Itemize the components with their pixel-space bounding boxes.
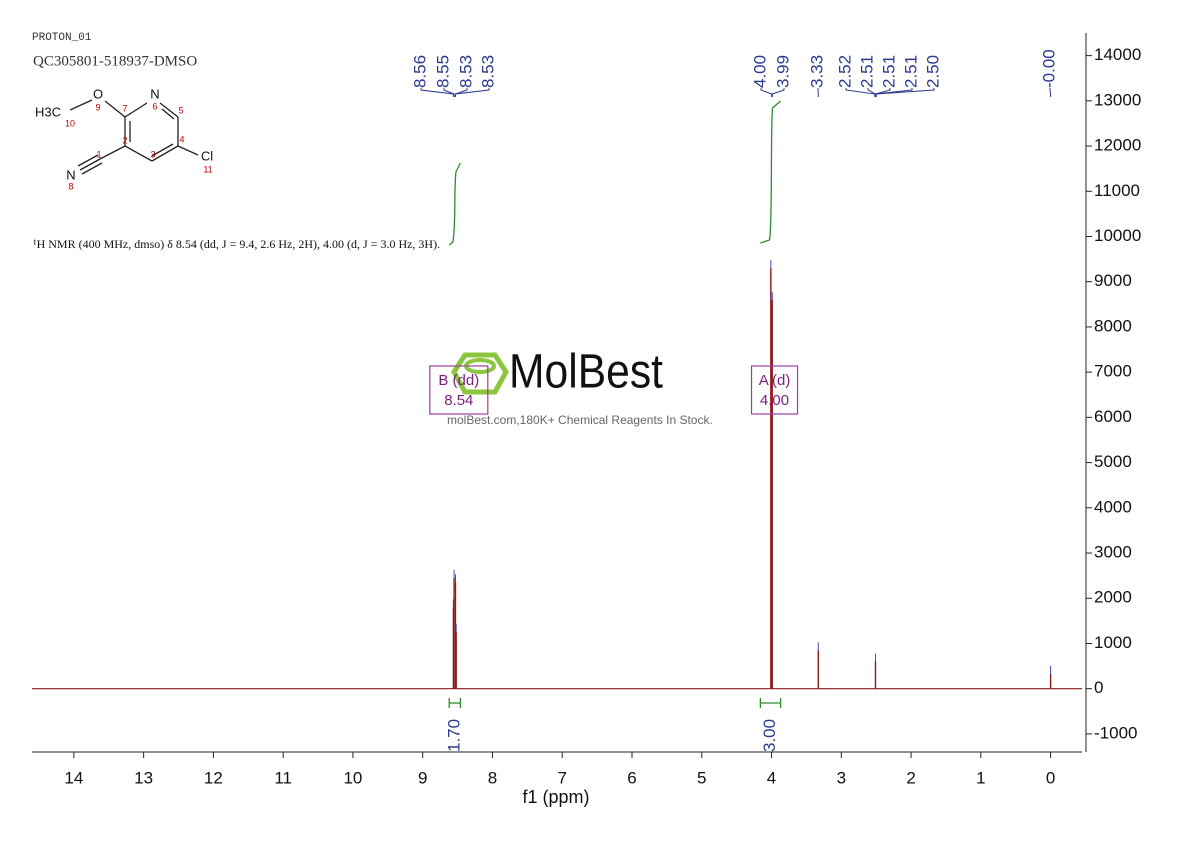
multiplet-box: [750, 365, 799, 415]
peak-label: 8.55: [433, 55, 452, 88]
peak-label: 8.56: [410, 55, 429, 88]
peak-label: -0.00: [1039, 49, 1058, 88]
peak-label-connector: [760, 88, 773, 97]
y-tick-label: 9000: [1094, 271, 1132, 290]
atom-number: 10: [65, 118, 75, 128]
peak-label: 3.99: [773, 55, 792, 88]
x-tick-label: 5: [697, 768, 706, 787]
y-tick-label: 0: [1094, 678, 1103, 697]
atom-number: 7: [122, 103, 127, 113]
atom-number: 2: [122, 135, 127, 145]
y-tick-label: 12000: [1094, 136, 1141, 155]
y-tick-label: 1000: [1094, 633, 1132, 652]
multiplet-name: A (d): [759, 372, 791, 389]
peak-label: 2.52: [835, 55, 854, 88]
integral-curve: [448, 162, 461, 246]
peak-label-connector: [874, 88, 913, 97]
atom-number: 9: [95, 102, 100, 112]
peak-label-connector: [420, 88, 454, 97]
atom-label: N: [150, 86, 159, 101]
atom-number: 4: [179, 134, 184, 144]
atom-number: 11: [203, 164, 212, 174]
x-tick-label: 6: [627, 768, 636, 787]
peak-label-connector: [1049, 88, 1052, 97]
structure-bonds: [69, 99, 199, 175]
y-tick-label: 14000: [1094, 45, 1141, 64]
x-axis-label: f1 (ppm): [522, 787, 589, 807]
integral-curve: [760, 100, 782, 244]
atom-number: 1: [96, 149, 101, 159]
peak-label: 2.51: [879, 55, 898, 88]
x-tick-label: 0: [1046, 768, 1055, 787]
y-tick-label: 6000: [1094, 407, 1132, 426]
atom-number: 3: [150, 149, 155, 159]
multiplet-box: [429, 365, 489, 415]
peak-label-connector: [454, 88, 490, 97]
sample-name: QC305801-518937-DMSO: [33, 53, 197, 69]
x-tick-label: 4: [767, 768, 776, 787]
watermark: MolBest molBest.com,180K+ Chemical Reage…: [447, 346, 713, 428]
atom-label: H3C: [35, 104, 61, 119]
y-tick-label: 7000: [1094, 362, 1132, 381]
peak-label-connector: [443, 88, 455, 97]
x-tick-label: 9: [418, 768, 427, 787]
logo-text: MolBest: [509, 346, 663, 399]
peak-label-connector: [875, 88, 935, 97]
peak-label-connector: [771, 88, 785, 97]
multiplet-shift: 4.00: [760, 392, 789, 409]
y-tick-label: 3000: [1094, 543, 1132, 562]
atom-label: N: [66, 167, 75, 182]
y-tick-label: 8000: [1094, 316, 1132, 335]
peak-label-connector: [845, 88, 876, 97]
y-tick-label: 13000: [1094, 90, 1141, 109]
x-tick-label: 2: [906, 768, 915, 787]
peak-label: 2.51: [857, 55, 876, 88]
peak-label: 2.51: [901, 55, 920, 88]
x-tick-label: 14: [64, 768, 83, 787]
atom-label: Cl: [201, 148, 213, 163]
atom-number: 6: [152, 101, 157, 111]
x-tick-label: 11: [274, 768, 292, 787]
y-tick-label: 2000: [1094, 588, 1132, 607]
integral-label: 1.70: [444, 719, 463, 752]
nmr-description: ¹H NMR (400 MHz, dmso) δ 8.54 (dd, J = 9…: [33, 237, 440, 251]
atom-number: 8: [68, 181, 73, 191]
multiplet-shift: 8.54: [444, 392, 473, 409]
multiplet-name: B (dd): [438, 372, 479, 389]
x-tick-label: 8: [488, 768, 497, 787]
x-tick-label: 10: [343, 768, 362, 787]
integral-label: 3.00: [760, 719, 779, 752]
y-tick-label: 10000: [1094, 226, 1141, 245]
y-tick-label: 4000: [1094, 497, 1132, 516]
x-tick-label: 7: [557, 768, 566, 787]
peak-label: 8.53: [478, 55, 497, 88]
experiment-name: PROTON_01: [32, 32, 92, 44]
peak-label: 3.33: [807, 55, 826, 88]
peak-label: 2.50: [923, 55, 942, 88]
peak-label: 8.53: [456, 55, 475, 88]
logo-tagline: molBest.com,180K+ Chemical Reagents In S…: [447, 413, 713, 427]
x-tick-label: 1: [976, 768, 985, 787]
x-tick-label: 3: [837, 768, 846, 787]
y-tick-label: 5000: [1094, 452, 1132, 471]
y-tick-label: 11000: [1094, 181, 1140, 200]
atom-number: 5: [178, 105, 183, 115]
y-tick-label: -1000: [1094, 723, 1137, 742]
logo-hexagon: [451, 352, 509, 395]
x-tick-label: 12: [204, 768, 223, 787]
peak-label: 4.00: [750, 55, 769, 88]
atom-label: O: [93, 86, 103, 101]
x-tick-label: 13: [134, 768, 153, 787]
